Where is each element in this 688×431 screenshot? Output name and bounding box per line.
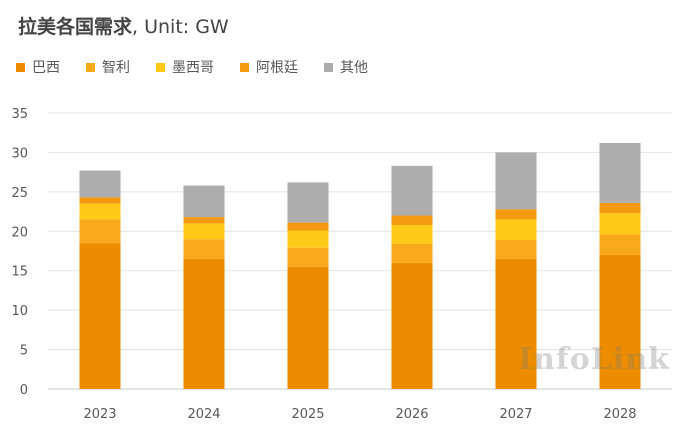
bar-segment [495,209,537,220]
bar-segment [495,152,537,210]
legend-swatch [86,62,95,72]
bar-segment [391,243,433,263]
x-tick-label: 2026 [395,407,428,422]
legend-label: 智利 [102,60,130,76]
x-tick-label: 2028 [603,407,636,422]
legend-item: 巴西 [16,57,60,77]
bar-segment [599,254,641,389]
x-tick-label: 2027 [499,407,532,422]
bar-segment [79,203,121,220]
legend-label: 其他 [340,60,368,76]
bar-segment [599,202,641,214]
x-tick-label: 2025 [291,407,324,422]
bar-segment [79,243,121,389]
bar-segment [287,230,329,248]
bar-segment [287,222,329,231]
bar-segment [599,142,641,203]
y-tick-label: 15 [11,265,28,280]
bar-segment [391,224,433,244]
bar-segment [183,223,225,240]
bar-segment [391,262,433,389]
bar-segment [495,219,537,240]
bar-segment [287,182,329,223]
bar-segment [599,213,641,235]
bar-segment [183,217,225,224]
bar-segment [79,170,121,198]
legend-swatch [156,62,165,72]
legend-label: 墨西哥 [172,60,214,76]
y-tick-label: 35 [11,107,28,122]
bar-segment [495,258,537,389]
chart-legend: 巴西 智利 墨西哥 阿根廷 其他 [16,56,394,78]
y-tick-label: 30 [11,146,28,161]
x-tick-label: 2024 [187,407,220,422]
bar-segment [287,266,329,389]
bar-segment [183,239,225,259]
chart-title: 拉美各国需求, Unit: GW [18,12,229,39]
legend-item: 智利 [86,57,130,77]
bar-segment [183,185,225,218]
chart-title-unit: , Unit: GW [132,16,229,38]
chart-title-main: 拉美各国需求 [18,16,133,38]
bar-segment [391,215,433,225]
bar-segment [183,258,225,389]
legend-label: 阿根廷 [256,60,298,76]
y-tick-label: 25 [11,186,28,201]
bar-segment [79,197,121,204]
bar-segment [599,234,641,255]
bar-segment [391,165,433,216]
y-tick-label: 20 [11,225,28,240]
legend-label: 巴西 [32,60,60,76]
legend-swatch [16,62,25,72]
infolink-watermark: InfoLink [518,342,670,377]
bar-segment [79,219,121,244]
legend-swatch [240,62,249,72]
bar-segment [495,239,537,259]
bar-segment [287,247,329,267]
y-tick-label: 0 [20,383,28,398]
y-tick-label: 5 [20,344,28,359]
legend-item: 其他 [324,57,368,77]
x-tick-label: 2023 [83,407,116,422]
legend-item: 墨西哥 [156,57,214,77]
legend-item: 阿根廷 [240,57,298,77]
y-tick-label: 10 [11,304,28,319]
legend-swatch [324,62,333,72]
